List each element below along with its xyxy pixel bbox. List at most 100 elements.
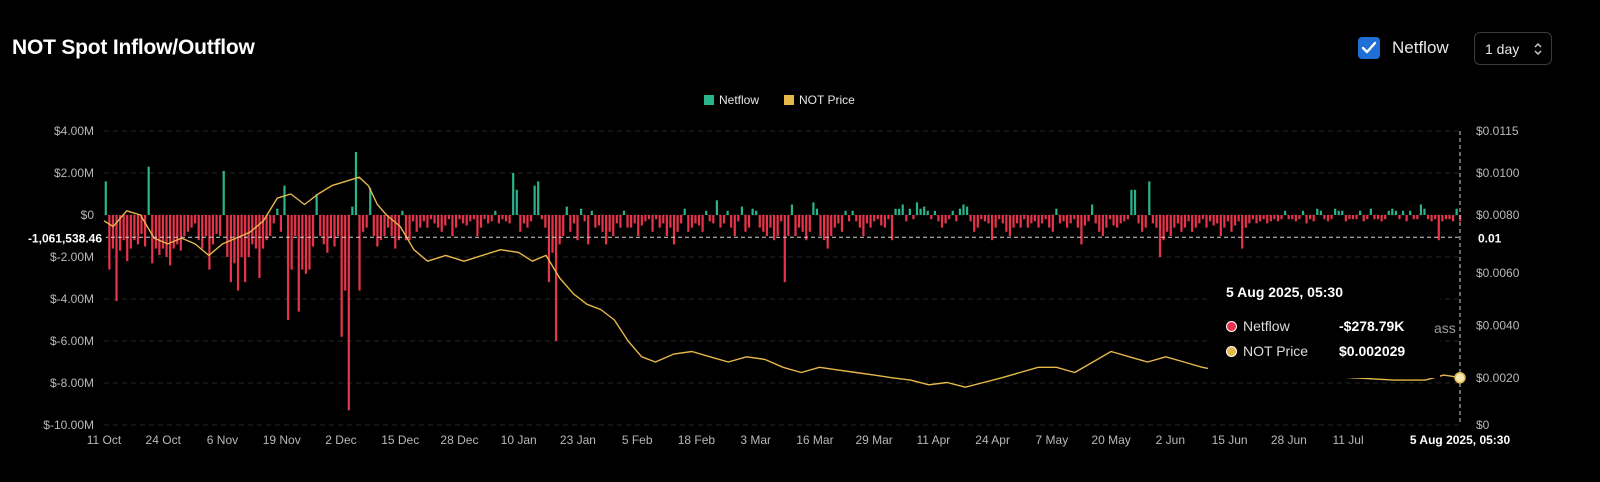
netflow-bar	[397, 215, 400, 241]
netflow-bar	[880, 215, 883, 226]
netflow-bar	[447, 215, 450, 220]
netflow-bar	[908, 208, 911, 215]
x-tick-label: 29 Mar	[855, 433, 892, 447]
netflow-bar	[1316, 208, 1319, 215]
netflow-bar	[387, 215, 390, 228]
netflow-bar	[772, 215, 776, 241]
netflow-bar	[705, 210, 708, 215]
netflow-bar	[1326, 215, 1330, 222]
netflow-bar	[690, 215, 693, 228]
netflow-bar	[383, 215, 386, 236]
netflow-bar	[644, 215, 647, 222]
netflow-bar	[1194, 215, 1197, 228]
netflow-bar	[808, 215, 811, 232]
netflow-bar	[658, 215, 661, 228]
netflow-bar	[458, 215, 461, 220]
netflow-bar	[247, 215, 250, 257]
netflow-bar	[1141, 215, 1144, 232]
netflow-bar	[1091, 204, 1094, 215]
netflow-bar	[158, 215, 161, 255]
netflow-bar	[722, 215, 726, 224]
netflow-toggle-label: Netflow	[1392, 38, 1449, 57]
netflow-bar	[129, 215, 132, 249]
netflow-bar	[608, 215, 611, 232]
check-icon[interactable]	[1358, 37, 1380, 59]
netflow-bar	[1166, 215, 1169, 232]
netflow-bar	[1083, 215, 1087, 226]
tooltip-time: 5 Aug 2025, 05:30	[1226, 284, 1343, 300]
netflow-bar	[169, 215, 172, 266]
netflow-bar	[512, 173, 515, 215]
netflow-bar	[1266, 215, 1269, 224]
y-left-tick-label: $-2.00M	[50, 250, 94, 264]
netflow-bar	[983, 215, 987, 222]
x-tick-label: 19 Nov	[263, 433, 301, 447]
netflow-bar	[1098, 215, 1101, 232]
netflow-bar	[565, 206, 568, 215]
netflow-bar	[326, 215, 329, 253]
netflow-bar	[562, 215, 565, 236]
netflow-bar	[915, 202, 919, 215]
netflow-bar	[244, 215, 247, 283]
netflow-bar	[1101, 215, 1104, 236]
netflow-toggle[interactable]: Netflow	[1358, 37, 1449, 59]
netflow-bar	[930, 215, 933, 220]
netflow-bar	[1230, 215, 1233, 232]
y-right-tick-label: $0.0060	[1476, 266, 1520, 280]
netflow-bar	[1283, 210, 1287, 215]
netflow-bar	[551, 215, 554, 253]
netflow-bar	[1398, 215, 1401, 220]
netflow-bar	[1423, 208, 1426, 215]
netflow-bar	[719, 215, 722, 228]
netflow-bar	[1133, 189, 1137, 215]
netflow-bar	[1191, 215, 1194, 232]
netflow-bar	[1387, 210, 1390, 215]
netflow-bar	[1148, 181, 1151, 215]
netflow-bar	[333, 215, 336, 247]
netflow-bar	[379, 215, 383, 241]
netflow-bar	[1441, 215, 1444, 222]
netflow-bar	[1251, 215, 1255, 220]
netflow-bar	[701, 215, 704, 232]
netflow-bar	[254, 215, 257, 249]
netflow-bar	[126, 215, 129, 262]
netflow-bar	[215, 215, 218, 234]
netflow-bar	[1023, 215, 1026, 220]
netflow-bar	[923, 206, 926, 215]
y-right-tick-label: $0	[1476, 418, 1490, 432]
netflow-bar	[222, 170, 225, 215]
netflow-bar	[848, 215, 851, 222]
netflow-bar	[336, 215, 340, 236]
netflow-bar	[390, 215, 393, 236]
netflow-bar	[1158, 215, 1162, 257]
netflow-bar	[1176, 215, 1179, 224]
netflow-bar	[412, 215, 415, 222]
netflow-bar	[615, 215, 618, 224]
netflow-bar	[519, 215, 522, 232]
netflow-bar	[601, 215, 604, 232]
netflow-bar	[830, 215, 833, 236]
netflow-bar	[1255, 215, 1258, 224]
netflow-bar	[308, 215, 311, 270]
netflow-bar	[1048, 215, 1051, 228]
netflow-bar	[315, 194, 318, 215]
netflow-bar	[269, 215, 272, 236]
netflow-bar	[1187, 215, 1190, 222]
netflow-bar	[176, 215, 179, 245]
netflow-bar	[261, 215, 265, 249]
x-tick-label: 15 Jun	[1212, 433, 1248, 447]
interval-value: 1 day	[1485, 40, 1520, 57]
interval-select[interactable]: 1 day	[1474, 32, 1552, 65]
netflow-bar	[161, 215, 165, 249]
netflow-bar	[304, 215, 308, 274]
netflow-bar	[730, 215, 733, 228]
netflow-bar	[865, 215, 869, 224]
netflow-bar	[1212, 215, 1215, 226]
netflow-bar	[597, 215, 601, 226]
netflow-bar	[1362, 215, 1365, 222]
netflow-bar	[258, 215, 261, 278]
netflow-bar	[826, 215, 829, 249]
netflow-bar	[1323, 215, 1326, 220]
netflow-bar	[462, 215, 465, 224]
netflow-bar	[294, 215, 297, 236]
